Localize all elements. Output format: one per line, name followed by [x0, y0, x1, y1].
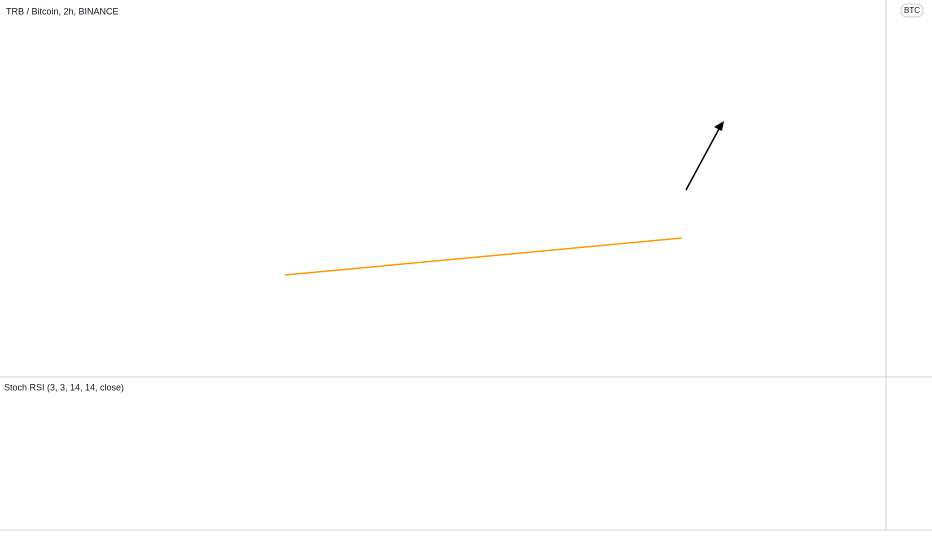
currency-label: BTC: [904, 6, 920, 15]
indicator-title: Stoch RSI (3, 3, 14, 14, close): [4, 382, 124, 392]
trend-line[interactable]: [284, 237, 683, 276]
chart-title: TRB / Bitcoin, 2h, BINANCE: [6, 6, 119, 16]
arrow[interactable]: [685, 126, 721, 191]
arrow-head: [714, 121, 724, 131]
currency-button[interactable]: [900, 3, 924, 18]
